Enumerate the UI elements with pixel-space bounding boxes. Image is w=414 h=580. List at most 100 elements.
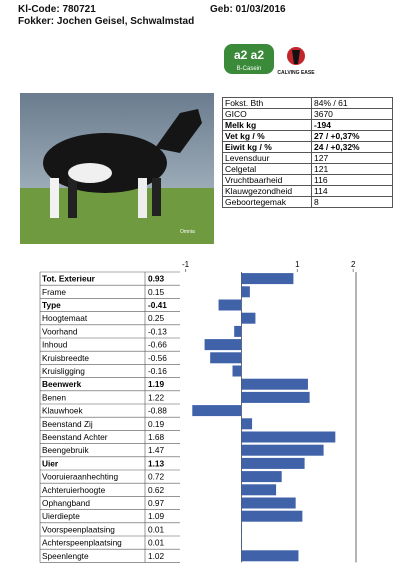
trait-value: 0.62 [148,485,165,495]
trait-value: 0.19 [148,419,165,429]
trait-label: Kruisbreedte [42,353,89,363]
trait-value: -0.88 [148,406,167,416]
stat-label: Melk kg [222,119,312,131]
stat-value: 127 [311,152,393,164]
chart: -1 1 2 Tot. Exterieur 0.93 Frame 0.15 Type -0.41… [39,260,357,563]
stat-value: 27 / +0,37% [311,130,393,142]
grass [20,188,214,244]
leg [152,178,161,216]
trait-label: Type [42,300,61,310]
bar [241,471,282,483]
trait-value: 1.68 [148,432,165,442]
logos: a2 a2 B-Casein CALVING EASE [224,44,315,76]
trait-label: Vooruieraanhechting [42,472,118,482]
bar [241,550,299,562]
x-tick-label: 2 [351,260,356,269]
leg [68,178,77,218]
trait-label: Hoogtemaat [42,313,88,323]
stats-row: Geboortegemak 8 [222,196,393,208]
stat-value: -194 [311,119,393,131]
stats-row: Klauwgezondheid 114 [222,185,393,197]
trait-value: 0.01 [148,524,165,534]
stat-label: Vet kg / % [222,130,312,142]
stat-value: 121 [311,163,393,175]
stat-label: Vruchtbaarheid [222,174,312,186]
breeder: Fokker: Jochen Geisel, Schwalmstad [18,16,195,27]
bar [241,537,243,549]
trait-label: Inhoud [42,340,68,350]
cow-photo: Omnia [20,93,214,244]
bar [192,405,242,417]
leg [138,178,147,218]
trait-value: 1.13 [148,458,165,468]
trait-value: 1.09 [148,511,165,521]
trait-value: -0.41 [148,300,167,310]
trait-label: Achterspeenplaatsing [42,538,122,548]
bar [204,339,242,351]
trait-value: 0.97 [148,498,165,508]
trait-label: Beenwerk [42,379,82,389]
bar [210,352,242,364]
stat-label: Klauwgezondheid [222,185,312,197]
bar [241,484,277,496]
stat-value: 3670 [311,108,393,120]
trait-label: Kruisligging [42,366,85,376]
trait-value: 0.93 [148,274,165,284]
bar [241,457,305,469]
bar [218,299,242,311]
leg [50,178,59,218]
trait-value: 1.19 [148,379,165,389]
a2-logo: a2 a2 [234,48,264,62]
bar [241,431,336,443]
trait-value: -0.16 [148,366,167,376]
trait-label: Voorhand [42,326,78,336]
trait-label: Speenlengte [42,551,89,561]
bar [241,312,256,324]
stats-table: Fokst. Bth 84% / 61 GICO 3670 Melk kg -194 Vet… [222,97,393,208]
trait-label: Benen [42,392,66,402]
bar [232,365,242,377]
calving-icon-cow [292,50,300,64]
stats-row: Eiwit kg / % 24 / +0,32% [222,141,393,153]
trait-value: -0.13 [148,326,167,336]
trait-value: 1.02 [148,551,165,561]
x-tick-label: 1 [295,260,300,269]
trait-value: -0.66 [148,340,167,350]
trait-label: Tot. Exterieur [42,274,96,284]
trait-value: 0.15 [148,287,165,297]
bar [241,378,308,390]
trait-label: Klauwhoek [42,406,83,416]
trait-label: Frame [42,287,66,297]
stats-row: Vruchtbaarheid 116 [222,174,393,186]
stat-label: GICO [222,108,312,120]
stat-label: Fokst. Bth [222,97,312,109]
bar [234,325,242,337]
trait-value: 0.72 [148,472,165,482]
bar [241,391,310,403]
cow-head [155,109,202,153]
trait-value: 0.25 [148,313,165,323]
trait-label: Uierdiepte [42,511,80,521]
cow-body [43,133,167,193]
stats-row: Levensduur 127 [222,152,393,164]
stat-value: 8 [311,196,393,208]
stats-row: Vet kg / % 27 / +0,37% [222,130,393,142]
birth-date: Geb: 01/03/2016 [210,4,286,15]
bar [241,418,253,430]
bar [241,286,250,298]
bar [241,273,294,285]
stat-value: 84% / 61 [311,97,393,109]
stats-row: Fokst. Bth 84% / 61 [222,97,393,109]
stat-value: 116 [311,174,393,186]
trait-label: Achteruierhoogte [42,485,106,495]
stat-value: 114 [311,185,393,197]
x-tick-label: -1 [182,260,190,269]
trait-label: Uier [42,458,59,468]
bar [241,497,296,509]
trait-value: 0.01 [148,538,165,548]
trait-value: -0.56 [148,353,167,363]
cow-patch [68,163,112,183]
trait-value: 1.22 [148,392,165,402]
trait-value: 1.47 [148,445,165,455]
stat-label: Celgetal [222,163,312,175]
